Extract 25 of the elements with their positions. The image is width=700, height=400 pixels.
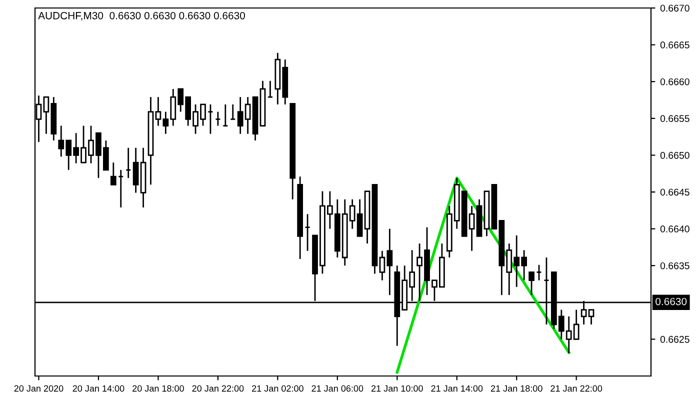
y-tick-label: 0.6640 (660, 226, 690, 232)
x-tick-label: 20 Jan 14:00 (72, 385, 124, 392)
candlestick (528, 272, 534, 296)
y-tick-label: 0.6650 (660, 152, 690, 159)
candlestick (110, 162, 116, 186)
y-tick-label: 0.6670 (660, 4, 690, 12)
x-tick-label: 21 Jan 02:00 (252, 385, 304, 392)
y-tick-label: 0.6645 (660, 188, 690, 196)
x-tick-label: 21 Jan 14:00 (431, 385, 483, 392)
y-tick-label: 0.6635 (660, 262, 690, 270)
x-tick-label: 20 Jan 18:00 (132, 385, 184, 392)
y-tick-label: 0.6655 (660, 115, 690, 122)
x-tick-label: 21 Jan 18:00 (490, 385, 542, 392)
candlestick (132, 147, 139, 194)
ref-line-label: 0.6630 (656, 298, 687, 306)
y-tick-label: 0.6625 (660, 336, 690, 343)
x-tick-label: 21 Jan 06:00 (312, 385, 364, 392)
x-tick-label: 21 Jan 10:00 (371, 385, 423, 392)
candlestick (588, 309, 594, 326)
x-tick-label: 21 Jan 22:00 (550, 385, 602, 392)
x-tick-label: 20 Jan 22:00 (192, 385, 244, 392)
y-tick-label: 0.6665 (660, 42, 690, 48)
y-tick-label: 0.6660 (660, 78, 690, 86)
chart-title: AUDCHF,M30 0.6630 0.6630 0.6630 0.6630 (38, 12, 245, 21)
x-tick-label: 20 Jan 2020 (14, 385, 64, 392)
